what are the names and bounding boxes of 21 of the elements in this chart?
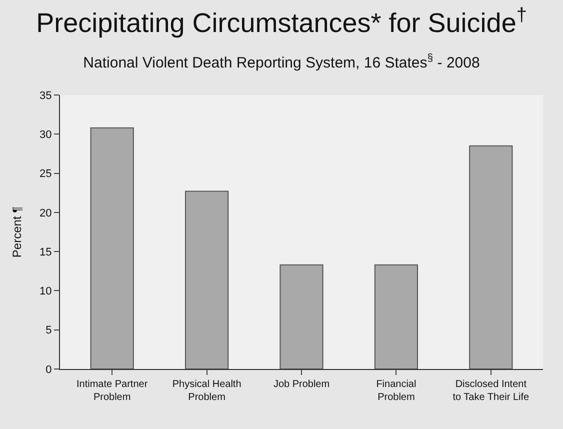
bar	[374, 264, 418, 369]
bar	[280, 264, 324, 369]
y-axis-title: Percent ¶	[10, 206, 24, 258]
y-tick-label: 25	[40, 168, 52, 180]
y-tick-label: 0	[46, 364, 52, 376]
y-tick-label: 30	[40, 128, 52, 141]
y-tick-label: 15	[40, 246, 52, 258]
x-tick-label: Physical Health Problem	[172, 379, 242, 403]
x-tick-label: Job Problem	[273, 379, 330, 390]
y-tick-label: 20	[40, 207, 52, 220]
y-tick-label: 35	[40, 90, 52, 102]
bar	[469, 145, 513, 369]
x-tick-label: Financial Problem	[376, 379, 416, 403]
y-tick-label: 10	[40, 286, 52, 298]
x-tick-label: Disclosed Intent to Take Their Life	[452, 379, 530, 403]
chart-title: Precipitating Circumstances* for Suicide$^{†}$	[36, 4, 527, 38]
bar	[184, 190, 229, 369]
x-tick-label: Intimate Partner Problem	[76, 379, 148, 403]
bar	[90, 127, 134, 369]
chart-subtitle: National Violent Death Reporting System, 16 States$^{§}$ - 2008	[83, 52, 480, 72]
y-tick-label: 5	[46, 324, 52, 337]
